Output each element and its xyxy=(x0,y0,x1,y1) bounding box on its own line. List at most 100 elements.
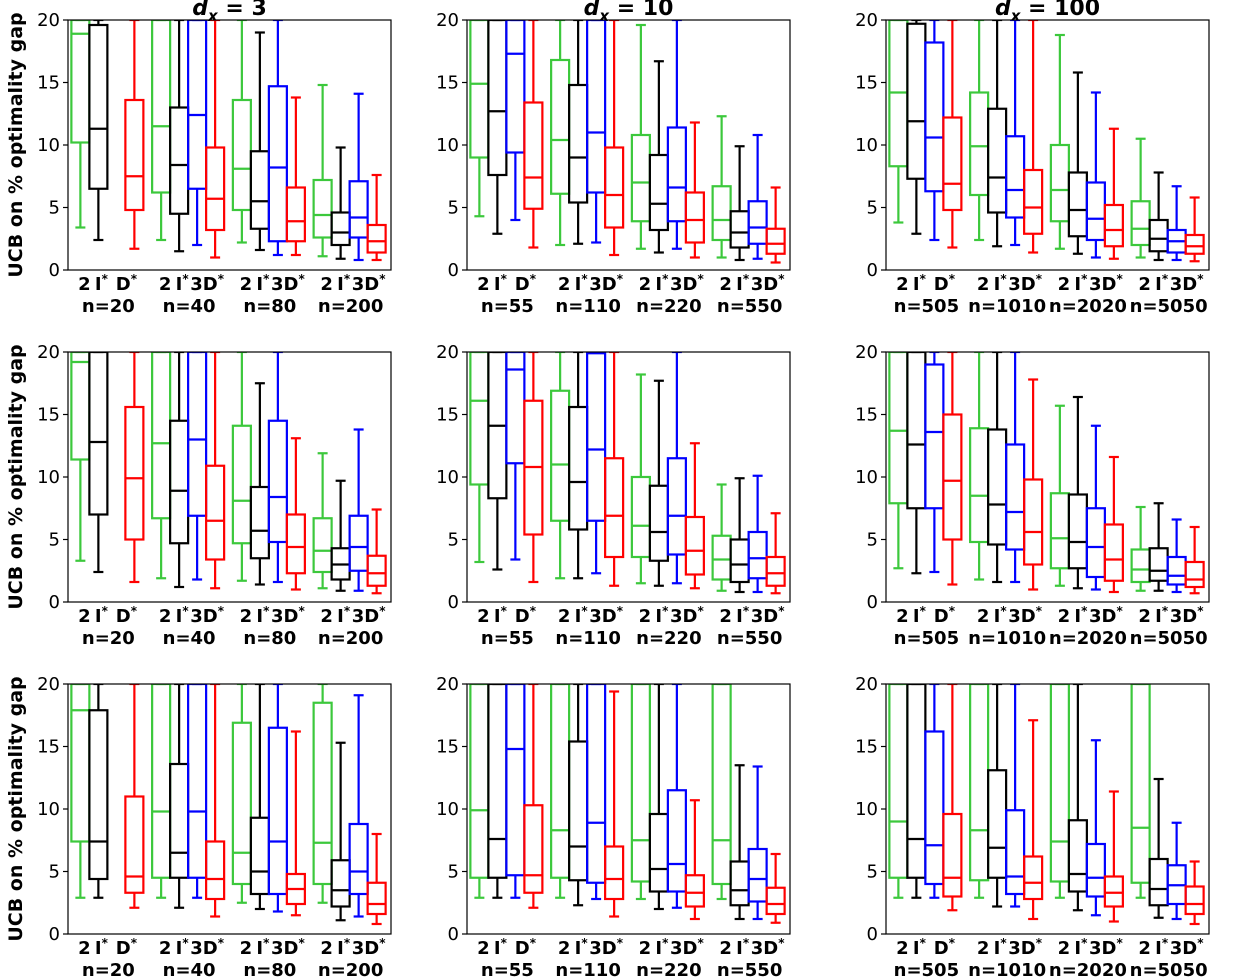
box-Istar xyxy=(568,684,589,907)
y-tick-label: 15 xyxy=(37,73,60,94)
box-2 xyxy=(550,20,571,247)
box-3Dstar xyxy=(765,186,786,264)
x-tick-label: 3D* xyxy=(589,604,623,627)
box-3Dstar xyxy=(765,852,786,924)
y-tick-label: 0 xyxy=(448,260,459,281)
x-tick-label: 2 xyxy=(78,938,91,959)
box-3Dstar xyxy=(604,690,625,918)
box-2 xyxy=(711,684,732,901)
box-Dstar xyxy=(1005,20,1026,247)
box-Dstar xyxy=(924,352,945,574)
group-n-label: n=505 xyxy=(894,296,959,317)
x-tick-label: I* xyxy=(913,604,927,627)
box-2 xyxy=(888,684,909,899)
y-tick-label: 10 xyxy=(436,135,459,156)
box-Istar xyxy=(729,145,750,262)
box-Dstar xyxy=(1085,739,1106,917)
box-2 xyxy=(1049,33,1070,250)
box-Dstar xyxy=(666,20,687,250)
box-2 xyxy=(630,373,651,585)
group-n-label: n=40 xyxy=(163,960,216,980)
plot-frame xyxy=(67,19,392,271)
y-tick-label: 5 xyxy=(867,198,878,219)
box-Istar xyxy=(249,382,270,586)
box-Dstar xyxy=(586,20,607,244)
x-tick-label: 3D* xyxy=(751,936,785,959)
box-Istar xyxy=(1067,71,1088,255)
group-n-label: n=55 xyxy=(481,960,534,980)
x-tick-label: I* xyxy=(736,936,750,959)
group-n-label: n=2020 xyxy=(1049,296,1127,317)
box-2 xyxy=(151,20,172,242)
group-n-label: n=505 xyxy=(894,628,959,649)
box-Dstar xyxy=(187,352,208,581)
group-n-label: n=110 xyxy=(555,960,620,980)
group-n-label: n=220 xyxy=(636,628,701,649)
y-tick-label: 15 xyxy=(855,73,878,94)
box-Dstar xyxy=(924,684,945,899)
x-tick-label: I* xyxy=(176,604,190,627)
box-Dstar xyxy=(187,20,208,247)
y-tick-label: 20 xyxy=(855,342,878,363)
y-tick-label: 10 xyxy=(436,467,459,488)
group-n-label: n=200 xyxy=(318,296,383,317)
box-2 xyxy=(630,23,651,250)
box-Istar xyxy=(987,684,1008,908)
group-n-label: n=200 xyxy=(318,628,383,649)
x-tick-label: 2 xyxy=(558,606,571,627)
y-tick-label: 5 xyxy=(49,530,60,551)
box-Istar xyxy=(249,684,270,911)
x-tick-label: 3D* xyxy=(589,272,623,295)
group-n-label: n=2020 xyxy=(1049,628,1127,649)
box-3Dstar xyxy=(285,730,306,917)
box-2 xyxy=(151,684,172,899)
group-n-label: n=80 xyxy=(243,628,296,649)
x-tick-label: I* xyxy=(95,604,109,627)
y-tick-label: 10 xyxy=(37,799,60,820)
box-2 xyxy=(312,452,333,590)
box-Istar xyxy=(487,684,508,899)
box-Istar xyxy=(88,684,109,899)
y-tick-label: 20 xyxy=(436,10,459,31)
box-3Dstar xyxy=(285,96,306,257)
x-tick-label: I* xyxy=(655,936,669,959)
x-tick-label: D* xyxy=(116,272,138,295)
box-Dstar xyxy=(505,684,526,899)
box-3Dstar xyxy=(942,352,963,586)
box-2 xyxy=(630,684,651,901)
group-n-label: n=20 xyxy=(82,628,135,649)
x-tick-label: 2 xyxy=(639,606,652,627)
y-tick-label: 20 xyxy=(855,674,878,695)
x-tick-label: I* xyxy=(95,936,109,959)
box-2 xyxy=(711,483,732,592)
x-tick-label: I* xyxy=(736,604,750,627)
y-tick-label: 10 xyxy=(436,799,459,820)
box-2 xyxy=(1130,137,1151,259)
x-tick-label: 2 xyxy=(320,606,333,627)
x-tick-label: 3D* xyxy=(1089,272,1123,295)
box-3Dstar xyxy=(205,684,226,918)
x-tick-label: 2 xyxy=(1058,938,1071,959)
x-tick-label: I* xyxy=(913,936,927,959)
x-tick-label: I* xyxy=(176,936,190,959)
box-2 xyxy=(888,20,909,224)
group-n-label: n=200 xyxy=(318,960,383,980)
box-3Dstar xyxy=(765,512,786,595)
x-tick-label: I* xyxy=(95,272,109,295)
box-Dstar xyxy=(586,684,607,901)
box-Istar xyxy=(729,477,750,594)
box-Istar xyxy=(1067,395,1088,590)
y-tick-label: 0 xyxy=(867,260,878,281)
group-n-label: n=110 xyxy=(555,296,620,317)
box-Istar xyxy=(568,352,589,580)
box-Istar xyxy=(906,352,927,575)
box-Istar xyxy=(249,31,270,252)
group-n-label: n=110 xyxy=(555,628,620,649)
x-tick-label: I* xyxy=(256,936,270,959)
x-tick-label: I* xyxy=(1074,936,1088,959)
plot-frame xyxy=(885,351,1210,603)
y-tick-label: 0 xyxy=(49,924,60,945)
x-tick-label: 3D* xyxy=(670,936,704,959)
